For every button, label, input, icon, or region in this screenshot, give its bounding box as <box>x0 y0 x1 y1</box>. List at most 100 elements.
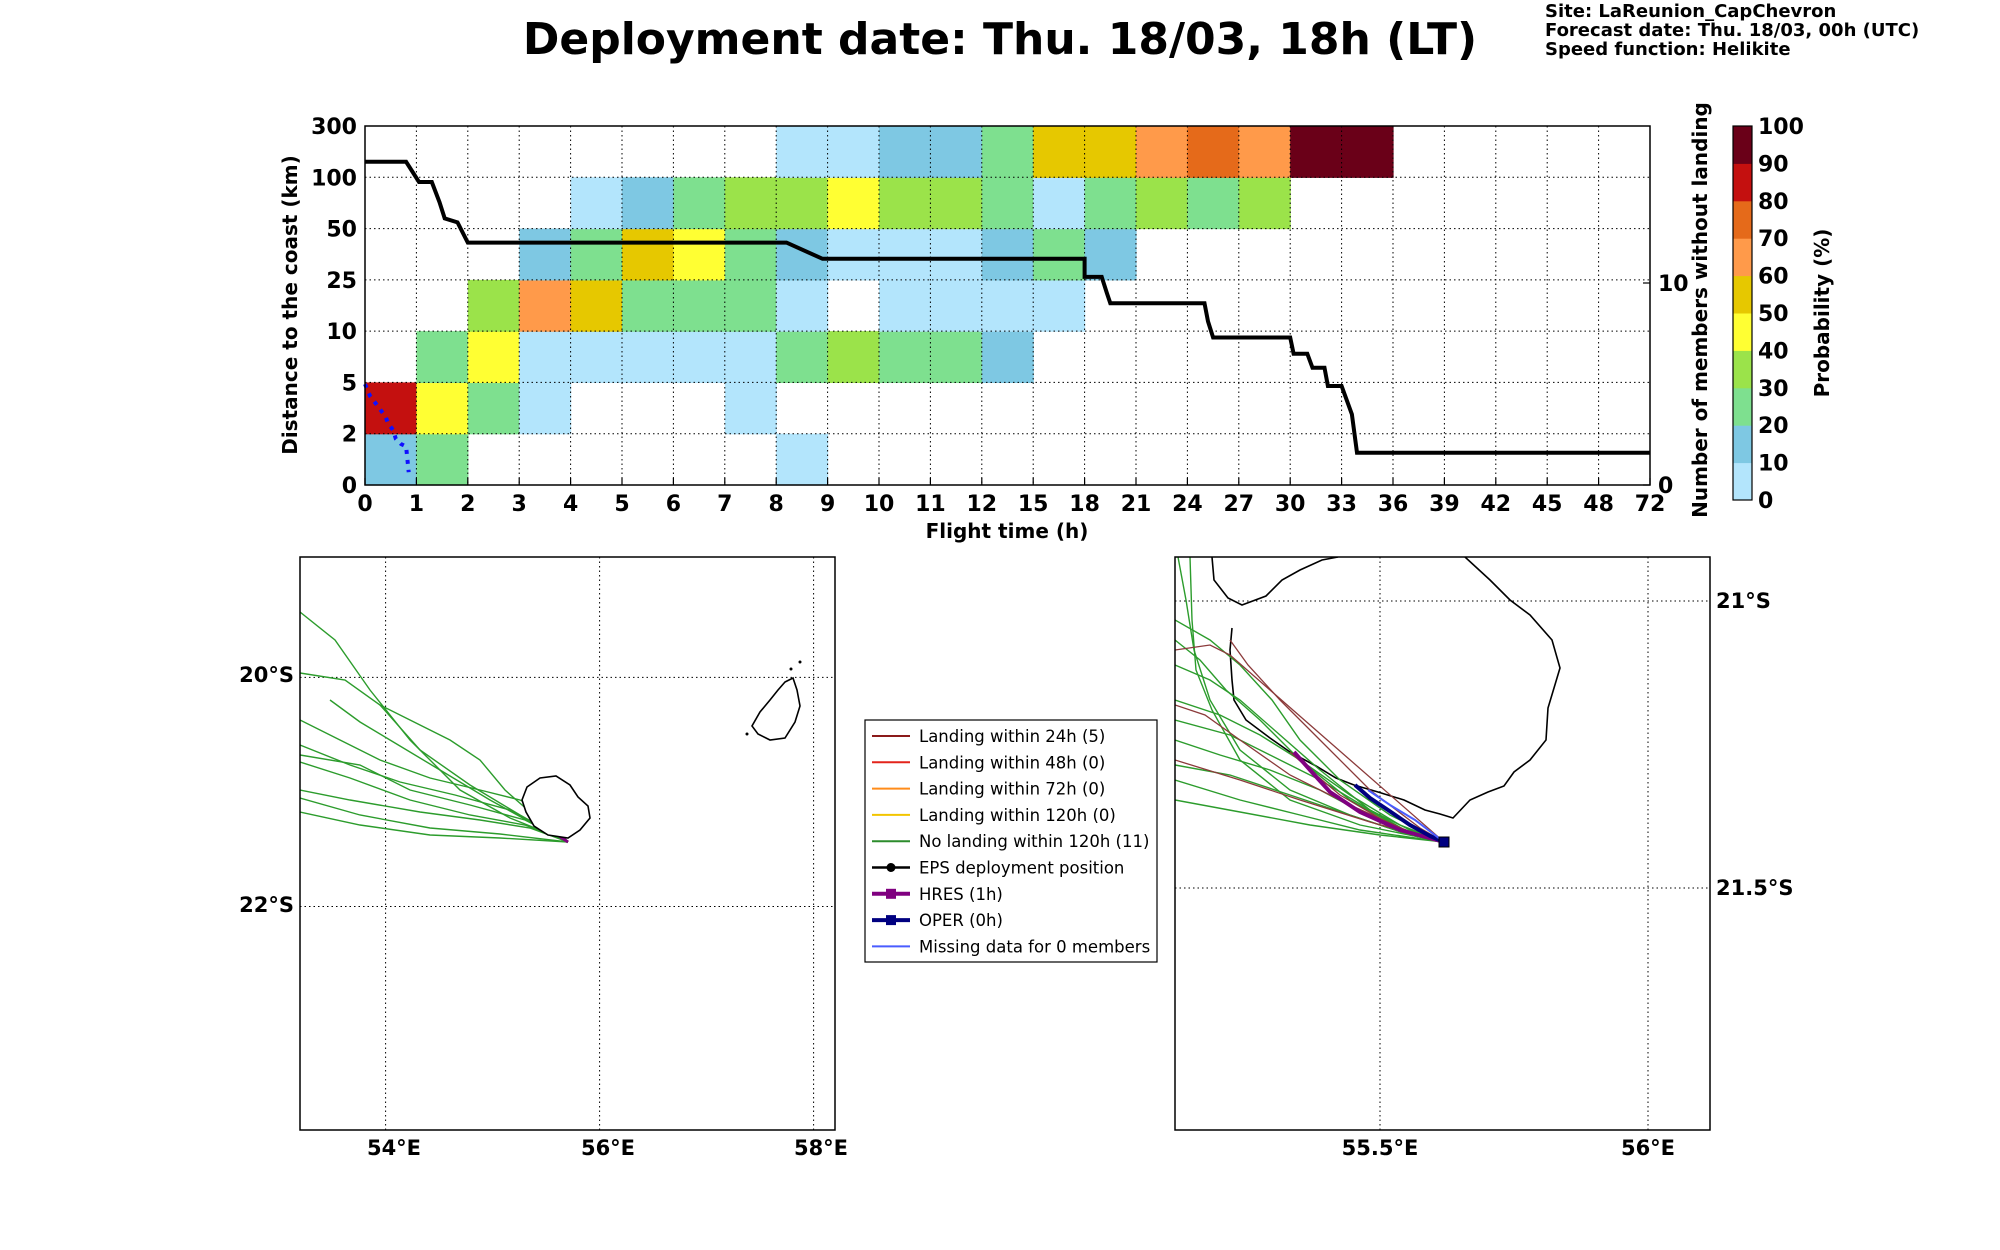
trajectory-no-landing <box>1175 799 1445 843</box>
info-block: Site: LaReunion_CapChevron Forecast date… <box>1545 2 1919 59</box>
x-tick-label: 36 <box>1378 492 1409 517</box>
lon-tick-label: 54°E <box>367 1136 421 1160</box>
heatmap-cell <box>673 228 726 281</box>
oper-distance-trace <box>363 383 411 473</box>
x-tick-label: 7 <box>717 492 732 517</box>
x-tick-label: 3 <box>512 492 527 517</box>
y-tick-label: 300 <box>311 115 357 140</box>
heatmap-cell <box>673 331 726 384</box>
legend-marker <box>886 888 896 899</box>
reunion-island <box>521 775 591 839</box>
lon-tick-label: 56°E <box>1621 1136 1675 1160</box>
y-tick-label: 2 <box>342 423 357 448</box>
trajectory-no-landing <box>1175 619 1445 843</box>
y-tick-label: 50 <box>326 218 357 243</box>
heatmap-cell <box>570 331 623 384</box>
x-tick-label: 18 <box>1069 492 1100 517</box>
legend-box <box>864 719 1158 963</box>
lat-tick-label: 21°S <box>1716 589 1771 613</box>
right-axis-label: Number of members without landing <box>1688 102 1712 518</box>
legend-label: Landing within 24h (5) <box>919 727 1105 746</box>
lon-tick-label: 58°E <box>794 1136 848 1160</box>
heatmap-cell <box>416 433 469 486</box>
heatmap-cell <box>724 177 777 230</box>
hres-trajectory <box>1292 750 1445 844</box>
trajectory-landing-24h <box>1175 644 1445 843</box>
heatmap-cell <box>724 228 777 281</box>
colorbar-tick-label: 70 <box>1758 227 1789 252</box>
colorbar-tick-label: 40 <box>1758 339 1789 364</box>
heatmap-cell <box>622 177 674 230</box>
heatmap-cell <box>879 279 931 332</box>
heatmap-cell <box>1033 177 1086 230</box>
speed-function-label: Speed function: Helikite <box>1545 39 1791 60</box>
x-axis-label: Flight time (h) <box>926 519 1089 543</box>
x-tick-label: 12 <box>966 492 997 517</box>
heatmap-cell <box>981 126 1034 178</box>
colorbar-tick-label: 80 <box>1758 190 1789 215</box>
colorbar-tick-label: 0 <box>1758 489 1773 514</box>
trajectory-no-landing <box>300 744 569 843</box>
heatmap-cell <box>776 279 829 332</box>
x-tick-label: 21 <box>1121 492 1152 517</box>
right-tick-label: 0 <box>1658 474 1673 499</box>
colorbar-tick-label: 90 <box>1758 152 1789 177</box>
heatmap-cell <box>467 382 520 435</box>
map-content <box>300 557 835 1130</box>
legend-label: No landing within 120h (11) <box>919 832 1149 851</box>
heatmap-lines <box>363 159 1650 473</box>
heatmap-cells <box>365 126 1394 486</box>
trajectory-no-landing <box>300 761 569 843</box>
x-tick-label: 42 <box>1480 492 1511 517</box>
colorbar-segment <box>1733 387 1752 426</box>
colorbar-segment <box>1733 200 1752 239</box>
colorbar-tick-label: 10 <box>1758 452 1789 477</box>
trajectory-no-landing <box>1175 639 1445 843</box>
x-tick-label: 33 <box>1326 492 1357 517</box>
trajectory-no-landing <box>1189 557 1445 843</box>
heatmap-cell <box>930 177 983 230</box>
lon-tick-label: 55.5°E <box>1342 1136 1419 1160</box>
heatmap-cell <box>519 331 572 384</box>
lat-tick-label: 21.5°S <box>1716 876 1793 900</box>
colorbar-tick-label: 100 <box>1758 115 1804 140</box>
heatmap-cell <box>776 331 829 384</box>
x-tick-label: 45 <box>1532 492 1563 517</box>
colorbar-tick-label: 60 <box>1758 265 1789 290</box>
legend-label: OPER (0h) <box>919 911 1003 930</box>
y-axis-label: Distance to the coast (km) <box>278 155 302 455</box>
heatmap-cell <box>930 279 983 332</box>
heatmap-cell <box>1238 177 1291 230</box>
heatmap-cell <box>776 126 829 178</box>
x-tick-label: 8 <box>769 492 784 517</box>
heatmap-cell <box>1238 126 1291 178</box>
legend-label: HRES (1h) <box>919 885 1003 904</box>
heatmap-cell <box>1136 177 1188 230</box>
heatmap-cell <box>416 331 469 384</box>
islet <box>798 660 802 664</box>
colorbar-segment <box>1733 238 1752 277</box>
colorbar-segment <box>1733 126 1752 164</box>
heatmap-cell <box>930 331 983 384</box>
heatmap-cell <box>1290 126 1343 178</box>
x-tick-label: 9 <box>820 492 835 517</box>
heatmap-cell <box>827 331 880 384</box>
colorbar: 0 10 20 30 40 50 60 70 80 90 100 Probability (%) <box>1732 115 1834 514</box>
colorbar-tick-label: 30 <box>1758 377 1789 402</box>
reunion-coastline <box>1211 557 1561 819</box>
heatmap-cell <box>1187 177 1240 230</box>
heatmap-cell <box>879 177 931 230</box>
heatmap-cell <box>1084 126 1137 178</box>
heatmap-cell <box>622 279 674 332</box>
y-tick-label: 10 <box>326 320 357 345</box>
heatmap-cell <box>1033 279 1086 332</box>
lat-tick-label: 22°S <box>239 893 294 917</box>
forecast-date-label: Forecast date: Thu. 18/03, 00h (UTC) <box>1545 20 1920 41</box>
heatmap-cell <box>519 228 572 281</box>
heatmap-cell <box>930 228 983 281</box>
heatmap-cell <box>776 433 829 486</box>
y-tick-label: 100 <box>311 166 357 191</box>
trajectory-landing-24h <box>1229 639 1445 843</box>
right-tick-label: 10 <box>1658 272 1689 297</box>
